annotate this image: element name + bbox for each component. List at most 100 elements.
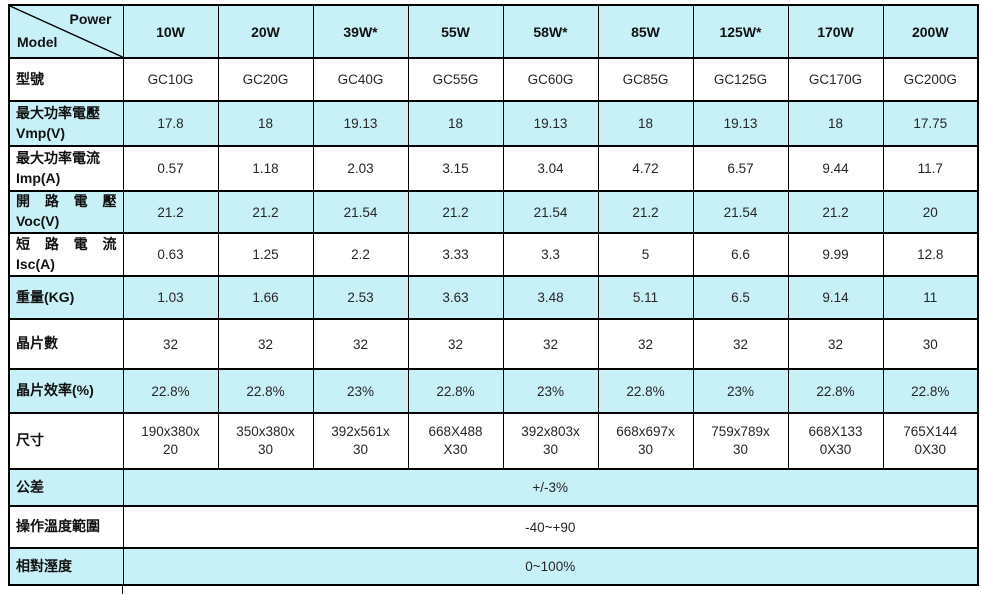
row-label-isc: 短路電流 Isc(A) <box>8 232 124 277</box>
row-label-zh: 最大功率電流 <box>16 149 100 166</box>
row-tolerance: 公差 +/-3% <box>8 468 979 507</box>
value-cell: 32 <box>502 318 599 370</box>
header-row: Power Model 10W 20W 39W* 55W 58W* 85W 12… <box>8 4 979 59</box>
row-vmp: 最大功率電壓 Vmp(V) 17.8 18 19.13 18 19.13 18 … <box>8 100 979 147</box>
value-cell: GC55G <box>407 57 504 102</box>
row-label-zh: 操作溫度範圍 <box>16 518 100 535</box>
value-cell: 1.03 <box>122 275 219 320</box>
value-cell: 3.48 <box>502 275 599 320</box>
row-isc: 短路電流 Isc(A) 0.63 1.25 2.2 3.33 3.3 5 6.6… <box>8 232 979 277</box>
value-cell: 32 <box>122 318 219 370</box>
value-cell: GC40G <box>312 57 409 102</box>
value-cell: 9.44 <box>787 145 884 192</box>
row-label-zh: 尺寸 <box>16 432 44 449</box>
value-cell: 23% <box>312 368 409 414</box>
span-value-tolerance: +/-3% <box>122 468 979 507</box>
row-label-zh: 公差 <box>16 478 44 495</box>
row-label-imp: 最大功率電流 Imp(A) <box>8 145 124 192</box>
value-cell: 23% <box>692 368 789 414</box>
value-cell: 3.15 <box>407 145 504 192</box>
col-header-200w: 200W <box>882 4 979 59</box>
value-cell: 19.13 <box>692 100 789 147</box>
value-cell: 21.2 <box>122 190 219 234</box>
col-header-85w: 85W <box>597 4 694 59</box>
row-label-en: Isc(A) <box>16 255 55 272</box>
value-cell: 22.8% <box>217 368 314 414</box>
value-cell: 21.54 <box>502 190 599 234</box>
value-cell: 21.54 <box>692 190 789 234</box>
row-label-zh: 短路電流 <box>16 235 117 252</box>
col-header-20w: 20W <box>217 4 314 59</box>
value-cell: 32 <box>217 318 314 370</box>
value-cell: 20 <box>882 190 979 234</box>
row-label-en: Vmp(V) <box>16 124 65 141</box>
value-cell: 1.18 <box>217 145 314 192</box>
row-label-zh: 晶片數 <box>16 335 58 352</box>
span-value-operating-temperature: -40~+90 <box>122 505 979 549</box>
corner-cell: Power Model <box>8 4 124 59</box>
value-cell: 0.57 <box>122 145 219 192</box>
value-cell: 6.57 <box>692 145 789 192</box>
row-label-model-number: 型號 <box>8 57 124 102</box>
col-header-10w: 10W <box>122 4 219 59</box>
row-label-zh: 型號 <box>16 70 44 87</box>
value-cell: 32 <box>787 318 884 370</box>
diagonal-divider-line <box>10 6 123 57</box>
value-cell: 18 <box>597 100 694 147</box>
value-cell: 350x380x30 <box>217 412 314 470</box>
value-cell: 6.6 <box>692 232 789 277</box>
value-cell: 765X1440X30 <box>882 412 979 470</box>
row-label-voc: 開路電壓 Voc(V) <box>8 190 124 234</box>
value-cell: 6.5 <box>692 275 789 320</box>
value-cell: 22.8% <box>597 368 694 414</box>
value-cell: 3.04 <box>502 145 599 192</box>
row-label-en: Imp(A) <box>16 169 61 186</box>
value-cell: 668X1330X30 <box>787 412 884 470</box>
value-cell: 668x697x30 <box>597 412 694 470</box>
value-cell: 5.11 <box>597 275 694 320</box>
corner-power-label: Power <box>69 11 112 27</box>
row-label-vmp: 最大功率電壓 Vmp(V) <box>8 100 124 147</box>
value-cell: 21.2 <box>597 190 694 234</box>
row-model-number: 型號 GC10G GC20G GC40G GC55G GC60G GC85G G… <box>8 57 979 102</box>
value-cell: 3.3 <box>502 232 599 277</box>
row-label-zh: 重量(KG) <box>16 288 75 305</box>
value-cell: 668X488X30 <box>407 412 504 470</box>
value-cell: 1.25 <box>217 232 314 277</box>
value-cell: 1.66 <box>217 275 314 320</box>
value-cell: GC200G <box>882 57 979 102</box>
row-label-zh: 相對溼度 <box>16 557 72 574</box>
value-cell: 759x789x30 <box>692 412 789 470</box>
row-label-weight: 重量(KG) <box>8 275 124 320</box>
row-label-tolerance: 公差 <box>8 468 124 507</box>
row-relative-humidity: 相對溼度 0~100% <box>8 547 979 586</box>
row-weight: 重量(KG) 1.03 1.66 2.53 3.63 3.48 5.11 6.5… <box>8 275 979 320</box>
row-label-zh: 最大功率電壓 <box>16 104 100 121</box>
value-cell: 4.72 <box>597 145 694 192</box>
value-cell: 22.8% <box>122 368 219 414</box>
value-cell: 32 <box>407 318 504 370</box>
value-cell: 21.54 <box>312 190 409 234</box>
value-cell: 5 <box>597 232 694 277</box>
value-cell: 17.75 <box>882 100 979 147</box>
row-voc: 開路電壓 Voc(V) 21.2 21.2 21.54 21.2 21.54 2… <box>8 190 979 234</box>
value-cell: 32 <box>692 318 789 370</box>
value-cell: GC10G <box>122 57 219 102</box>
row-imp: 最大功率電流 Imp(A) 0.57 1.18 2.03 3.15 3.04 4… <box>8 145 979 192</box>
row-label-zh: 晶片效率(%) <box>16 382 94 399</box>
row-cell-count: 晶片數 32 32 32 32 32 32 32 32 30 <box>8 318 979 370</box>
row-label-cell-count: 晶片數 <box>8 318 124 370</box>
value-cell: 392x803x30 <box>502 412 599 470</box>
value-cell: 17.8 <box>122 100 219 147</box>
value-cell: 22.8% <box>882 368 979 414</box>
cropped-next-row-divider <box>8 586 123 594</box>
value-cell: 11 <box>882 275 979 320</box>
value-cell: GC85G <box>597 57 694 102</box>
value-cell: GC20G <box>217 57 314 102</box>
row-operating-temperature: 操作溫度範圍 -40~+90 <box>8 505 979 549</box>
row-label-zh: 開路電壓 <box>16 193 117 210</box>
value-cell: 19.13 <box>312 100 409 147</box>
value-cell: 2.2 <box>312 232 409 277</box>
value-cell: 21.2 <box>407 190 504 234</box>
row-label-relative-humidity: 相對溼度 <box>8 547 124 586</box>
